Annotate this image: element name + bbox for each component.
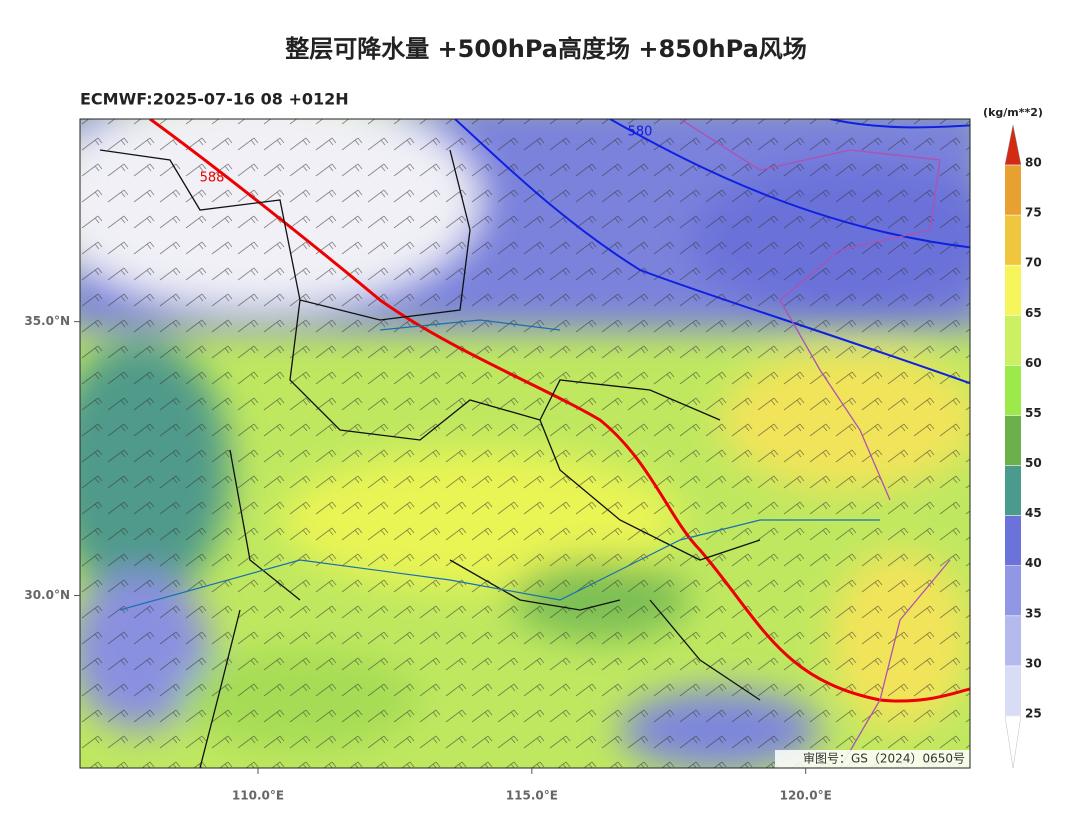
map-field: 588 580 审图号：GS（2024）0650号 [80,119,970,768]
colorbar-segment [1005,665,1021,716]
colorbar-segment [1005,215,1021,266]
contour-label: 588 [200,171,225,186]
x-tick-label: 120.0°E [780,789,832,803]
colorbar-segment [1005,465,1021,516]
colorbar-under [1004,715,1022,769]
colorbar-segment [1005,165,1021,216]
colorbar-tick-label: 30 [1025,656,1042,670]
y-tick-label: 35.0°N [24,314,70,328]
x-tick-label: 115.0°E [506,789,558,803]
colorbar-segment [1005,415,1021,466]
colorbar-tick-label: 50 [1025,456,1042,470]
colorbar-segment [1005,315,1021,366]
contour-label: 580 [628,125,653,140]
colorbar-unit: (kg/m**2) [983,106,1043,119]
colorbar-tick-label: 60 [1025,356,1042,370]
y-tick-label: 30.0°N [24,588,70,602]
colorbar-segment [1005,365,1021,416]
colorbar-tick-label: 65 [1025,306,1042,320]
title: 整层可降水量 +500hPa高度场 +850hPa风场 [285,35,807,63]
colorbar-tick-label: 35 [1025,606,1042,620]
colorbar-segment [1005,565,1021,616]
colorbar-segment [1005,265,1021,316]
colorbar-segment [1005,515,1021,566]
colorbar-tick-label: 80 [1025,156,1042,170]
colorbar-tick-label: 55 [1025,406,1042,420]
colorbar-tick-label: 25 [1025,707,1042,721]
colorbar-segment [1005,615,1021,666]
x-tick-label: 110.0°E [232,789,284,803]
colorbar-tick-label: 75 [1025,206,1042,220]
colorbar-over [1004,124,1022,166]
watermark: 审图号：GS（2024）0650号 [803,751,965,766]
colorbar-tick-label: 70 [1025,256,1042,270]
colorbar-tick-label: 40 [1025,556,1042,570]
axes: 110.0°E 115.0°E 120.0°E 35.0°N 30.0°N [24,314,831,802]
colorbar-tick-label: 45 [1025,506,1042,520]
map-frame [79,118,971,769]
colorbar: 25 30 35 40 45 50 55 60 65 70 75 80 [1004,124,1042,769]
subtitle: ECMWF:2025-07-16 08 +012H [80,90,349,109]
